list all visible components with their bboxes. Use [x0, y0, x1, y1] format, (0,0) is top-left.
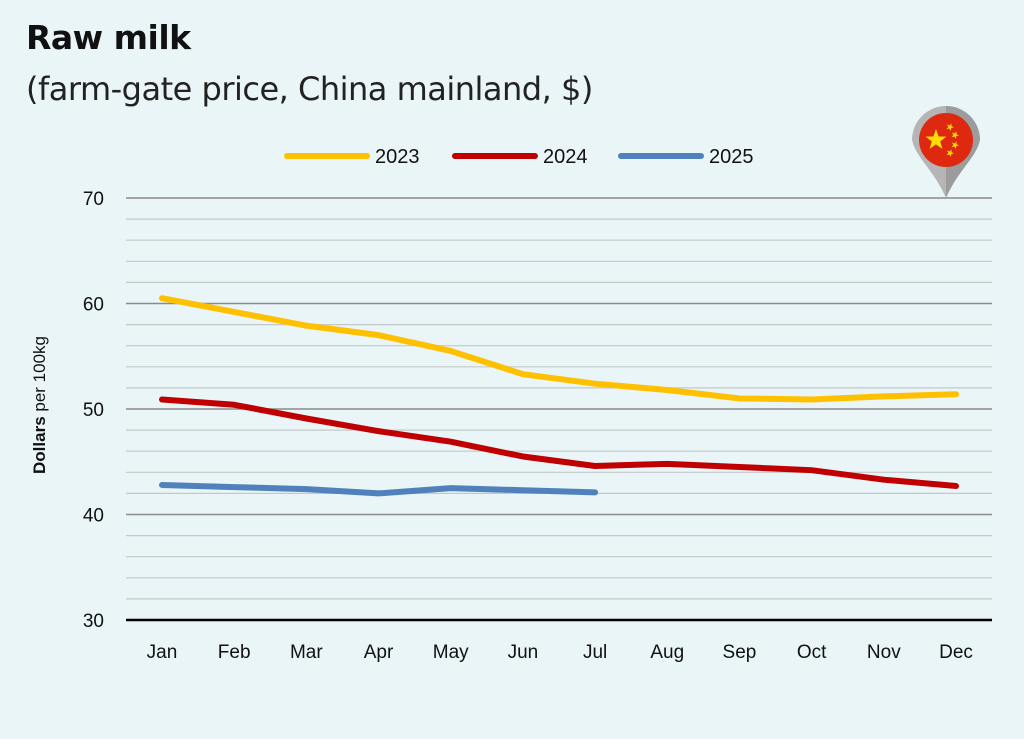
legend-label-2024: 2024 — [543, 146, 588, 168]
x-tick-label: Aug — [650, 642, 684, 663]
y-tick-label: 50 — [83, 400, 104, 421]
flag-small-star — [946, 149, 954, 157]
x-tick-label: Apr — [364, 642, 394, 663]
y-axis-label: Dollars per 100kg — [30, 336, 49, 474]
series-line-2023 — [159, 295, 959, 403]
series-line-2024 — [159, 396, 959, 490]
legend: 2023 2024 2025 — [284, 146, 754, 168]
legend-label-2023: 2023 — [375, 146, 420, 168]
y-tick-label: 60 — [83, 295, 104, 316]
x-tick-label: May — [433, 642, 469, 663]
y-tick-label: 30 — [83, 611, 104, 632]
china-flag-map-pin-icon — [912, 106, 980, 198]
series-lines — [159, 295, 959, 497]
y-tick-label: 40 — [83, 506, 104, 527]
y-axis-ticks: 30 40 50 60 70 — [83, 189, 104, 632]
x-axis-ticks: Jan Feb Mar Apr May Jun Jul Aug Sep Oct Nov Dec — [147, 642, 973, 663]
flag-small-star — [951, 131, 959, 139]
flag-small-star — [946, 123, 954, 131]
series-line-2025 — [159, 481, 599, 497]
x-tick-label: Jul — [583, 642, 607, 663]
y-axis-label-bold: Dollars — [30, 416, 49, 474]
y-axis-label-rest: per 100kg — [30, 336, 49, 416]
chart-subtitle: (farm-gate price, China mainland, $) — [26, 70, 593, 108]
x-tick-label: Jun — [508, 642, 539, 663]
x-tick-label: Nov — [867, 642, 901, 663]
x-tick-label: Feb — [218, 642, 251, 663]
x-tick-label: Oct — [797, 642, 827, 663]
x-tick-label: Jan — [147, 642, 178, 663]
y-tick-label: 70 — [83, 189, 104, 210]
flag-large-star — [925, 129, 947, 149]
legend-label-2025: 2025 — [709, 146, 754, 168]
chart-title: Raw milk — [26, 18, 191, 57]
x-tick-label: Dec — [939, 642, 973, 663]
flag-small-star — [951, 141, 959, 149]
x-tick-label: Mar — [290, 642, 323, 663]
x-tick-label: Sep — [723, 642, 757, 663]
